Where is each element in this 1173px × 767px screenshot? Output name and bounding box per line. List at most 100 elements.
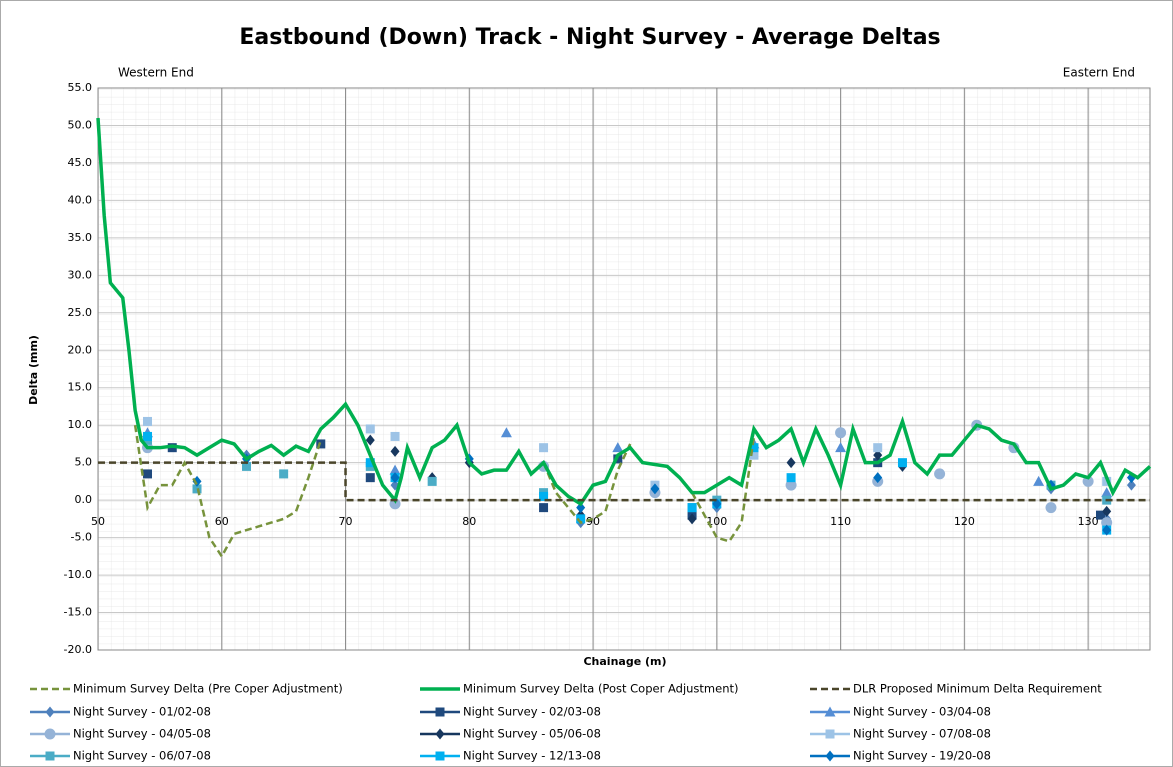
legend-label: Night Survey - 04/05-08 <box>73 727 211 741</box>
plot-border <box>97 87 1151 651</box>
data-point <box>539 491 549 501</box>
data-point <box>873 472 883 484</box>
data-point <box>687 503 697 513</box>
data-point <box>279 469 289 479</box>
y-tick-label: -15.0 <box>64 606 92 619</box>
y-tick-label: -10.0 <box>64 568 92 581</box>
legend-label: Night Survey - 03/04-08 <box>853 705 991 719</box>
data-point <box>365 458 375 468</box>
legend-label: Night Survey - 19/20-08 <box>853 749 991 763</box>
annotation: Western End <box>118 66 194 80</box>
data-point <box>1102 524 1112 536</box>
y-tick-label: 55.0 <box>68 81 93 94</box>
data-point <box>576 514 586 524</box>
data-point <box>143 469 153 479</box>
minor-grid <box>98 88 1150 650</box>
data-point <box>242 461 252 471</box>
data-point <box>390 445 400 457</box>
data-point <box>612 442 624 453</box>
chart-title: Eastbound (Down) Track - Night Survey - … <box>239 25 940 50</box>
y-tick-label: 50.0 <box>68 118 93 131</box>
y-tick-label: 5.0 <box>75 456 93 469</box>
y-tick-label: 30.0 <box>68 268 93 281</box>
data-point <box>1082 475 1094 487</box>
x-tick-label: 100 <box>706 515 727 528</box>
x-tick-label: 60 <box>215 515 229 528</box>
legend-label: Night Survey - 01/02-08 <box>73 705 211 719</box>
series-line <box>98 461 1150 502</box>
data-point <box>650 483 660 495</box>
y-tick-label: -5.0 <box>71 531 92 544</box>
data-point <box>1101 517 1113 529</box>
x-tick-label: 120 <box>954 515 975 528</box>
x-tick-label: 90 <box>586 515 600 528</box>
data-point <box>576 502 586 514</box>
data-point <box>934 468 946 480</box>
data-point <box>835 427 847 439</box>
data-point <box>1045 502 1057 514</box>
data-point <box>1126 479 1136 491</box>
legend-label: Night Survey - 07/08-08 <box>853 727 991 741</box>
data-point <box>786 457 796 469</box>
data-point <box>897 458 907 468</box>
x-axis-label: Chainage (m) <box>583 655 666 668</box>
data-point <box>1101 487 1113 498</box>
legend-marker <box>825 750 835 762</box>
x-tick-label: 130 <box>1078 515 1099 528</box>
data-point <box>873 443 883 453</box>
x-tick-label: 70 <box>339 515 353 528</box>
y-tick-label: 15.0 <box>68 381 93 394</box>
data-point <box>390 472 400 484</box>
legend-label: DLR Proposed Minimum Delta Requirement <box>853 682 1102 696</box>
data-point <box>687 513 697 525</box>
annotation: Eastern End <box>1063 66 1135 80</box>
data-point <box>749 450 759 460</box>
data-point <box>389 464 401 475</box>
y-axis-label: Delta (mm) <box>27 335 40 405</box>
legend-marker <box>435 728 445 740</box>
series-line <box>96 117 1152 507</box>
y-tick-label: 10.0 <box>68 418 93 431</box>
data-point <box>1095 510 1105 520</box>
data-point <box>365 434 375 446</box>
legend-label: Night Survey - 05/06-08 <box>463 727 601 741</box>
data-point <box>873 449 883 461</box>
y-tick-label: -20.0 <box>64 643 92 656</box>
legend-label: Minimum Survey Delta (Post Coper Adjustm… <box>463 682 738 696</box>
data-point <box>749 443 759 453</box>
y-tick-label: 25.0 <box>68 306 93 319</box>
series-line <box>133 425 756 559</box>
data-point <box>1033 475 1045 486</box>
data-point <box>365 473 375 483</box>
data-point <box>785 479 797 491</box>
data-point <box>1102 505 1112 517</box>
legend-marker <box>435 751 445 761</box>
y-tick-label: 20.0 <box>68 343 93 356</box>
legend-label: Night Survey - 02/03-08 <box>463 705 601 719</box>
data-point <box>539 503 549 513</box>
data-point <box>539 443 549 453</box>
data-point <box>835 442 847 453</box>
legend-label: Night Survey - 06/07-08 <box>73 749 211 763</box>
legend-marker <box>435 707 445 717</box>
data-point <box>500 427 512 438</box>
legend-marker <box>825 729 835 739</box>
x-tick-label: 110 <box>830 515 851 528</box>
y-tick-label: 0.0 <box>75 493 93 506</box>
data-point <box>143 431 153 441</box>
legend-label: Minimum Survey Delta (Pre Coper Adjustme… <box>73 682 343 696</box>
data-point <box>427 476 437 486</box>
y-tick-label: 40.0 <box>68 193 93 206</box>
data-point <box>143 416 153 426</box>
data-point <box>365 424 375 434</box>
data-point <box>390 431 400 441</box>
x-tick-label: 80 <box>462 515 476 528</box>
legend-marker <box>45 751 55 761</box>
y-tick-label: 45.0 <box>68 156 93 169</box>
legend-marker <box>45 706 55 718</box>
legend-marker <box>824 706 836 717</box>
y-tick-label: 35.0 <box>68 231 93 244</box>
legend-marker <box>44 728 56 740</box>
data-point <box>786 473 796 483</box>
